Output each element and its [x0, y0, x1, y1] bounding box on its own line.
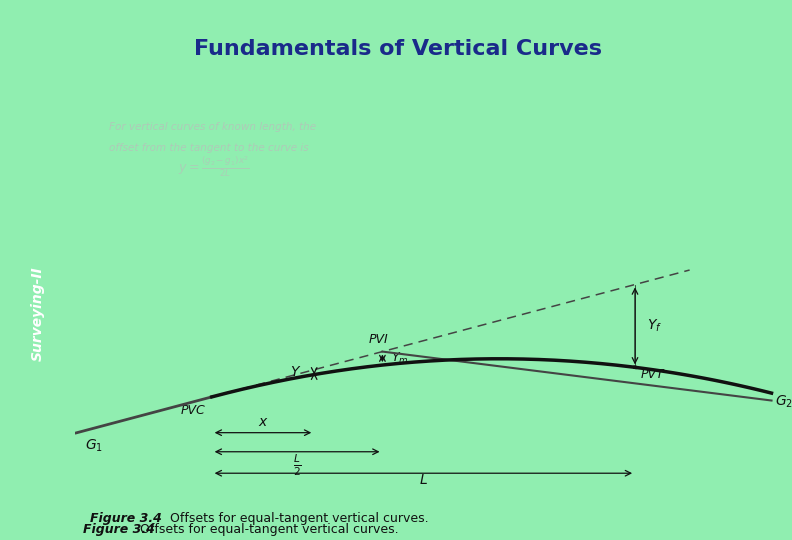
- Text: $Y_m$: $Y_m$: [390, 351, 408, 366]
- Text: offset from the tangent to the curve is: offset from the tangent to the curve is: [109, 143, 309, 153]
- Text: $y = \frac{(g_2 - g_1)x^2}{2L}$: $y = \frac{(g_2 - g_1)x^2}{2L}$: [177, 155, 249, 179]
- Text: $L$: $L$: [419, 472, 428, 487]
- Text: PVI: PVI: [369, 333, 389, 346]
- Text: Offsets for equal-tangent vertical curves.: Offsets for equal-tangent vertical curve…: [158, 512, 428, 525]
- Text: Surveying-II: Surveying-II: [31, 266, 44, 361]
- Text: Figure 3.4: Figure 3.4: [89, 512, 162, 525]
- Text: Figure 3.4: Figure 3.4: [83, 523, 155, 536]
- Text: $x$: $x$: [257, 415, 268, 429]
- Text: Fundamentals of Vertical Curves: Fundamentals of Vertical Curves: [194, 39, 602, 59]
- Text: PVC: PVC: [181, 403, 205, 416]
- Text: $G_2$: $G_2$: [775, 393, 792, 410]
- Text: $Y_f$: $Y_f$: [647, 318, 662, 334]
- Text: For vertical curves of known length, the: For vertical curves of known length, the: [109, 122, 317, 132]
- Text: Offsets for equal-tangent vertical curves.: Offsets for equal-tangent vertical curve…: [128, 523, 398, 536]
- Text: $Y$: $Y$: [290, 365, 302, 379]
- Text: $\frac{L}{2}$: $\frac{L}{2}$: [293, 453, 302, 478]
- Text: $G_1$: $G_1$: [86, 438, 104, 454]
- Text: PVT: PVT: [641, 368, 664, 381]
